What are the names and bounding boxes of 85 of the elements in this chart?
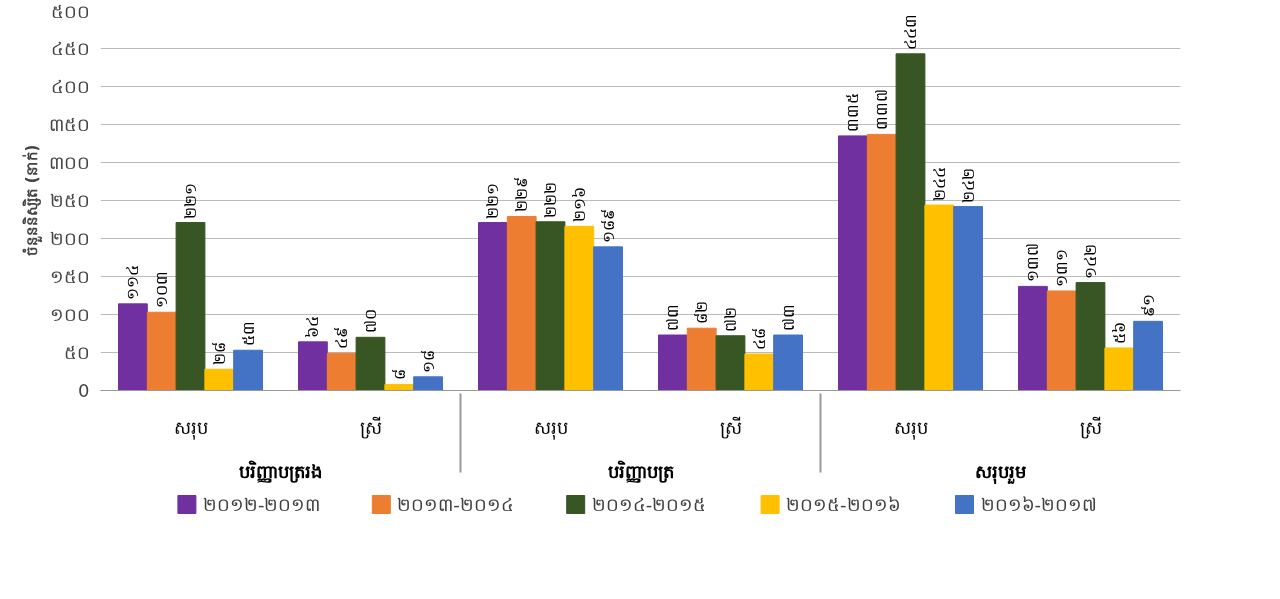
legend-label: ២០១៦-២០១៧ xyxy=(980,494,1097,515)
text: សរុបរួម xyxy=(975,460,1026,485)
bar xyxy=(895,53,926,391)
y-tick-label: ១០០ xyxy=(49,304,90,325)
bar xyxy=(686,327,717,391)
data-label: ២៨ xyxy=(209,342,229,366)
data-label: ២២១ xyxy=(181,182,200,219)
bar xyxy=(326,352,357,391)
y-tick-label: ២០០ xyxy=(49,228,90,249)
bar xyxy=(204,368,235,391)
bar xyxy=(838,135,868,391)
data-label: ៩១ xyxy=(1138,294,1158,318)
bar xyxy=(478,222,508,391)
bar xyxy=(298,341,328,391)
bar xyxy=(535,221,566,391)
data-label: ២១៦ xyxy=(569,187,589,223)
bar xyxy=(413,376,443,391)
y-axis-title: ចំនួននិស្សិត (នាក់) xyxy=(21,144,43,257)
x-tick-label: ស្រី xyxy=(359,415,382,439)
y-tick-label: ៥០ xyxy=(63,342,90,363)
data-label: ៨២ xyxy=(692,301,712,325)
x-tick-label: សរុប xyxy=(173,416,208,440)
data-label: ១៤២ xyxy=(1081,243,1100,279)
data-label: ២២១ xyxy=(483,182,503,219)
bar xyxy=(715,335,746,391)
y-tick-label: 0 xyxy=(78,380,90,401)
bar xyxy=(355,336,386,391)
bar xyxy=(506,215,537,391)
bar xyxy=(866,133,897,391)
bar xyxy=(1046,290,1077,391)
x-tick-label: សរុប xyxy=(533,416,568,440)
data-label: ៤៩ xyxy=(332,327,352,350)
data-label: ៧០ xyxy=(361,309,380,334)
y-tick-label: ៣០០ xyxy=(48,152,90,173)
data-label: ១៣៧ xyxy=(1023,243,1043,283)
data-label: ៧២ xyxy=(721,306,740,332)
bar xyxy=(1133,320,1163,391)
bar xyxy=(953,206,983,391)
bar xyxy=(924,204,955,391)
text: បរិញ្ញាបត្រ xyxy=(607,459,674,483)
data-label: ១៨ xyxy=(418,349,438,373)
bar xyxy=(658,334,688,391)
bar xyxy=(1104,347,1135,391)
bar xyxy=(593,246,623,391)
data-label: ៤៤៣ xyxy=(901,13,920,50)
bar xyxy=(1075,282,1106,391)
legend-label: ២០១២-២០១៣ xyxy=(202,494,321,515)
data-label: ៥៣ xyxy=(238,321,258,347)
data-label: ១៣១ xyxy=(1052,248,1072,287)
data-label: ៣៣៧ xyxy=(872,89,892,131)
y-tick-label: ៣៥០ xyxy=(48,114,90,135)
data-label: ៦៤ xyxy=(303,315,323,338)
bar xyxy=(175,222,206,391)
data-label: ៣៣៥ xyxy=(843,92,863,132)
data-label: ៤៨ xyxy=(749,328,769,351)
bar xyxy=(233,349,263,391)
bar xyxy=(1018,285,1048,391)
data-label: ៧៣ xyxy=(778,304,798,332)
data-label: ២២៩ xyxy=(512,177,532,213)
data-label: ១០៣ xyxy=(152,271,172,309)
legend-label: ២០១៥-២០១៦ xyxy=(786,494,901,515)
data-label: ៧៣ xyxy=(663,304,683,332)
text: បរិញ្ញាបត្ររង xyxy=(239,459,322,483)
x-tick-label: ស្រី xyxy=(1079,415,1102,439)
y-tick-label: ៥០០ xyxy=(50,0,90,22)
bar xyxy=(744,353,775,391)
y-tick-label: ៤៥០ xyxy=(50,38,90,59)
bar xyxy=(118,303,148,391)
data-label: ៥៦ xyxy=(1109,321,1129,344)
x-tick-label: ស្រី xyxy=(719,415,742,439)
y-tick-label: ១៥០ xyxy=(49,266,90,287)
y-tick-label: ៤០០ xyxy=(50,76,90,97)
data-label: ២៤២ xyxy=(958,167,978,203)
data-label: ១៨៩ xyxy=(598,208,618,243)
bar xyxy=(773,334,803,391)
data-label: ១១៤ xyxy=(123,264,143,300)
legend-label: ២០១៣-២០១៤ xyxy=(397,494,514,515)
data-label: ២២២ xyxy=(541,181,560,218)
bar xyxy=(146,311,177,391)
y-tick-label: ២៥០ xyxy=(49,190,90,211)
data-label: ២៤៤ xyxy=(929,167,949,202)
legend-label: ២០១៤-២០១៥ xyxy=(591,494,707,515)
bar xyxy=(564,225,595,391)
x-tick-label: សរុប xyxy=(893,416,928,440)
data-label: ៨ xyxy=(389,369,409,381)
